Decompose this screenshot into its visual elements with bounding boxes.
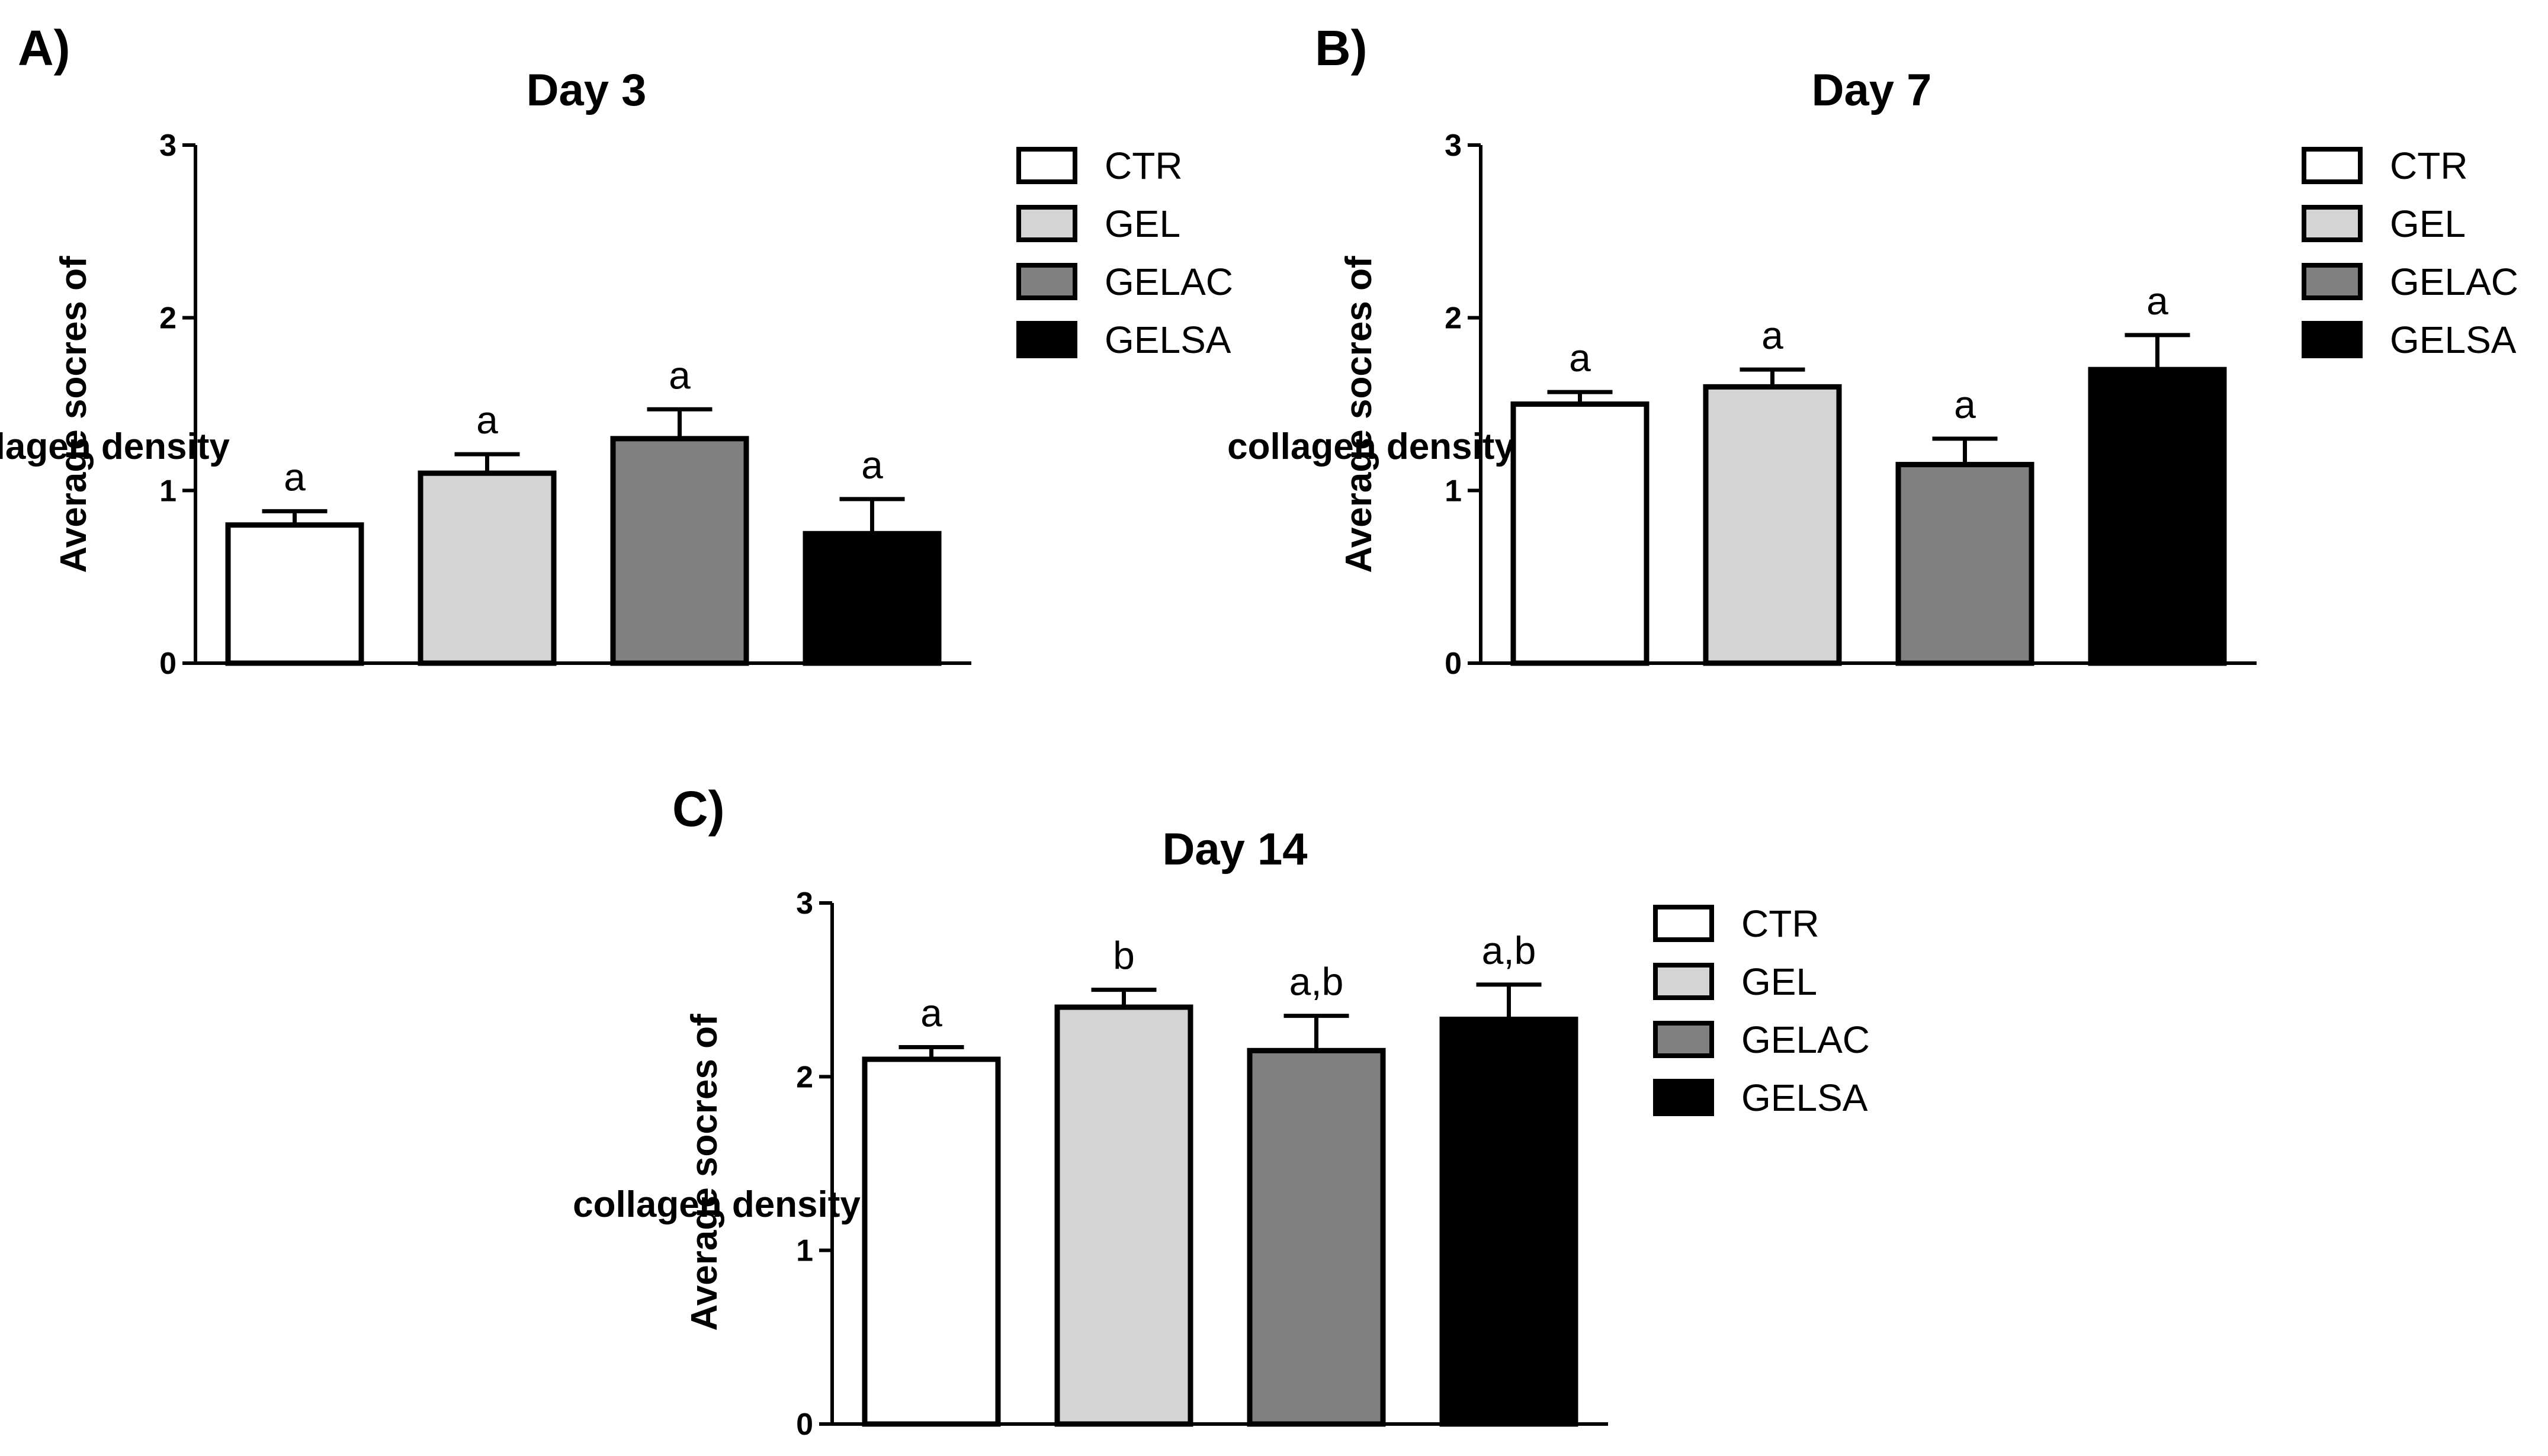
y-tick-label: 0 xyxy=(1445,647,1462,681)
legend-swatch xyxy=(1653,905,1714,942)
significance-label: a xyxy=(2146,279,2168,323)
legend-swatch xyxy=(2302,321,2363,358)
legend-label: CTR xyxy=(1105,144,1183,187)
legend-label: GEL xyxy=(1741,960,1817,1003)
y-tick-label: 3 xyxy=(159,128,177,163)
significance-label: a xyxy=(1954,383,1976,426)
legend-label: GELSA xyxy=(1741,1076,1868,1119)
legend-label: GELAC xyxy=(2390,261,2518,303)
significance-label: a xyxy=(284,455,306,499)
significance-label: a xyxy=(669,353,691,397)
bar-gel xyxy=(1054,1004,1193,1427)
y-axis-label-line-2: collagen density xyxy=(0,426,230,467)
legend-swatch xyxy=(1653,1079,1714,1116)
legend-label: CTR xyxy=(2390,144,2468,187)
legend-label: GEL xyxy=(1105,203,1180,245)
legend-swatch xyxy=(1016,263,1077,300)
panel-label: B) xyxy=(1315,20,1368,76)
significance-label: b xyxy=(1113,934,1135,978)
bar-gelsa xyxy=(803,531,942,666)
bar-gel xyxy=(1703,384,1842,666)
legend-swatch xyxy=(2302,205,2363,242)
bar-ctr xyxy=(225,522,364,666)
y-axis-label-line-2: collagen density xyxy=(573,1184,861,1225)
significance-label: a xyxy=(1761,313,1783,357)
legend-label: GELAC xyxy=(1105,261,1233,303)
y-tick-label: 1 xyxy=(1445,474,1462,508)
legend-swatch xyxy=(1016,321,1077,358)
bar-gelsa xyxy=(1439,1017,1578,1427)
chart-title: Day 7 xyxy=(1812,65,1932,115)
y-tick-label: 0 xyxy=(159,647,177,681)
bar-gelac xyxy=(1247,1047,1386,1427)
legend-swatch xyxy=(2302,263,2363,300)
y-tick-label: 2 xyxy=(796,1060,813,1094)
legend-label: GEL xyxy=(2390,203,2466,245)
significance-label: a xyxy=(920,991,942,1034)
panel-label: C) xyxy=(672,781,725,837)
y-tick-label: 1 xyxy=(159,474,177,508)
significance-label: a,b xyxy=(1482,928,1536,972)
significance-label: a xyxy=(476,398,498,442)
y-axis-label: Average socres of xyxy=(1339,256,1379,573)
legend-swatch xyxy=(1653,963,1714,1000)
chart-title: Day 14 xyxy=(1162,824,1307,875)
bar-ctr xyxy=(1510,401,1650,666)
legend-swatch xyxy=(1016,147,1077,184)
y-axis-label-line-2: collagen density xyxy=(1227,426,1515,467)
legend-swatch xyxy=(1653,1021,1714,1058)
y-tick-label: 2 xyxy=(159,301,177,336)
y-axis-label: Average socres of xyxy=(53,256,94,573)
significance-label: a xyxy=(1569,336,1591,380)
y-tick-label: 3 xyxy=(796,886,813,921)
legend-swatch xyxy=(2302,147,2363,184)
y-tick-label: 2 xyxy=(1445,301,1462,336)
legend-label: GELSA xyxy=(2390,319,2517,361)
y-axis-label-line-1: Average socres of xyxy=(684,1014,725,1331)
bar-gelac xyxy=(610,436,749,666)
panel-label: A) xyxy=(18,20,70,76)
chart-title: Day 3 xyxy=(527,65,647,115)
y-tick-label: 3 xyxy=(1445,128,1462,163)
bar-gel xyxy=(418,470,557,666)
y-tick-label: 1 xyxy=(796,1234,813,1268)
significance-label: a xyxy=(861,443,883,487)
legend-label: GELSA xyxy=(1105,319,1231,361)
y-tick-label: 0 xyxy=(796,1407,813,1442)
y-axis-label-line-1: Average socres of xyxy=(53,256,94,573)
bar-gelsa xyxy=(2088,367,2227,666)
significance-label: a,b xyxy=(1289,960,1344,1004)
legend-swatch xyxy=(1016,205,1077,242)
legend-label: CTR xyxy=(1741,902,1819,945)
y-axis-label: Average socres of xyxy=(684,1014,725,1331)
bar-gelac xyxy=(1895,462,2034,666)
bar-ctr xyxy=(862,1056,1001,1427)
y-axis-label-line-1: Average socres of xyxy=(1339,256,1379,573)
legend-label: GELAC xyxy=(1741,1018,1870,1061)
